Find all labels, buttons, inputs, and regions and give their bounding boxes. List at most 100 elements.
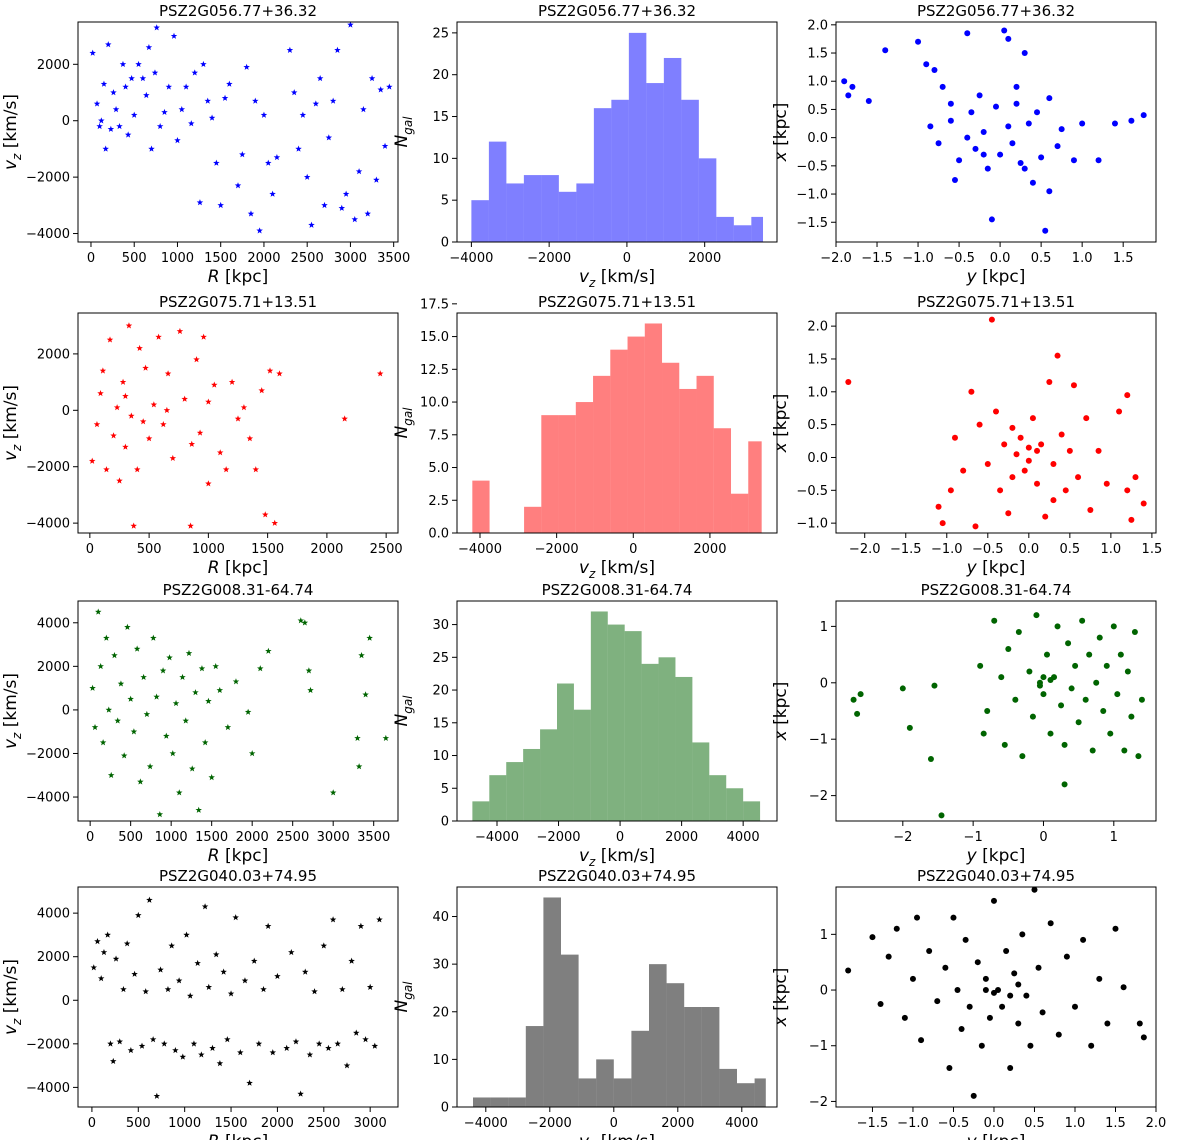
x-tick-label: −2.0 xyxy=(849,542,881,557)
data-point xyxy=(373,176,380,183)
data-point xyxy=(1013,451,1020,458)
data-point xyxy=(110,89,117,96)
data-point xyxy=(972,523,979,530)
data-point xyxy=(130,111,138,118)
data-point xyxy=(991,617,998,624)
data-point xyxy=(143,710,151,718)
x-tick-label: 3000 xyxy=(317,830,350,845)
data-point xyxy=(303,173,311,180)
histogram-bar xyxy=(508,1097,526,1107)
data-point xyxy=(1025,444,1032,451)
histogram-bar xyxy=(649,964,667,1107)
data-point xyxy=(972,145,979,152)
data-point xyxy=(1061,741,1068,748)
x-tick-label: 0 xyxy=(629,542,637,557)
data-point xyxy=(968,109,975,116)
panel-5: PSZ2G075.71+13.51 −4000 −2000 0 2000 0.0 2.5 5.… xyxy=(392,293,778,581)
x-tick-label: 1.0 xyxy=(1101,542,1122,557)
data-point xyxy=(980,151,987,158)
y-tick-label: 0 xyxy=(441,815,449,830)
plot-frame xyxy=(77,21,399,243)
data-point xyxy=(174,137,181,144)
chart-title: PSZ2G040.03+74.95 xyxy=(538,867,696,885)
data-point xyxy=(1019,931,1026,938)
histogram-bar xyxy=(593,375,611,533)
data-point xyxy=(329,789,337,796)
y-tick-label: 1 xyxy=(820,928,828,943)
data-point xyxy=(153,693,160,700)
data-point xyxy=(104,931,111,938)
data-point xyxy=(342,190,350,197)
x-tick-label: 2500 xyxy=(370,542,403,557)
data-point xyxy=(209,1044,216,1051)
x-tick-label: 3000 xyxy=(334,251,367,266)
data-point xyxy=(885,953,892,960)
data-point xyxy=(854,710,861,717)
data-point xyxy=(227,990,235,997)
data-point xyxy=(205,398,212,405)
data-point xyxy=(942,964,949,971)
data-point xyxy=(307,686,314,694)
data-point xyxy=(901,1014,908,1021)
data-point xyxy=(947,117,954,124)
chart-title: PSZ2G056.77+36.32 xyxy=(917,2,1075,20)
data-point xyxy=(357,922,365,929)
data-point xyxy=(103,466,110,473)
x-tick-label: 1.5 xyxy=(1113,251,1134,266)
y-tick-label: 0 xyxy=(62,404,70,419)
histogram-bar xyxy=(663,57,682,242)
data-point xyxy=(288,948,295,956)
x-tick-label: −1.0 xyxy=(897,1116,929,1131)
x-tick-label: 1.5 xyxy=(1142,542,1163,557)
data-point xyxy=(1015,981,1022,988)
data-point xyxy=(381,142,389,149)
data-point xyxy=(176,789,183,796)
data-point xyxy=(274,972,281,980)
data-point xyxy=(187,992,194,999)
x-tick-label: 2000 xyxy=(247,251,280,266)
data-point xyxy=(1005,123,1012,130)
data-point xyxy=(355,763,363,770)
data-point xyxy=(845,92,852,99)
data-point xyxy=(1062,487,1069,494)
data-point xyxy=(909,975,916,982)
y-tick-label: 40 xyxy=(432,910,449,925)
data-point xyxy=(951,434,958,441)
data-point xyxy=(934,998,941,1005)
data-point xyxy=(1015,1020,1022,1027)
x-axis-label: R [kpc] xyxy=(208,558,268,578)
x-tick-label: −4000 xyxy=(458,542,502,557)
data-point xyxy=(216,449,224,456)
data-point xyxy=(122,392,129,399)
data-point xyxy=(964,30,971,37)
data-point xyxy=(226,80,233,87)
y-tick-label: 2.0 xyxy=(807,320,828,335)
data-point xyxy=(292,1038,300,1045)
plot-frame xyxy=(456,600,778,822)
data-point xyxy=(1021,50,1028,57)
data-point xyxy=(1128,117,1135,124)
data-point xyxy=(939,83,946,90)
data-point xyxy=(947,100,954,107)
data-point xyxy=(1070,157,1077,164)
data-point xyxy=(935,503,942,510)
y-axis-label: x [kpc] xyxy=(771,968,791,1028)
data-point xyxy=(984,708,991,714)
data-point xyxy=(845,378,852,385)
data-point xyxy=(1035,964,1042,971)
data-point xyxy=(976,92,983,99)
data-point xyxy=(999,1003,1006,1010)
histogram-bar xyxy=(731,493,749,533)
x-tick-label: −0.5 xyxy=(938,1116,970,1131)
data-point xyxy=(216,1060,224,1067)
panel-9: PSZ2G008.31-64.74 −2 −1 0 1 −2 −1 0 1 y [kpc] x [k… xyxy=(771,581,1157,866)
data-point xyxy=(201,903,209,910)
data-point xyxy=(124,131,132,138)
data-point xyxy=(252,97,259,104)
data-point xyxy=(153,1092,161,1099)
data-point xyxy=(1083,415,1090,422)
x-tick-label: 0 xyxy=(88,1116,96,1131)
data-point xyxy=(168,942,175,949)
data-point xyxy=(960,467,967,474)
data-point xyxy=(156,122,164,130)
